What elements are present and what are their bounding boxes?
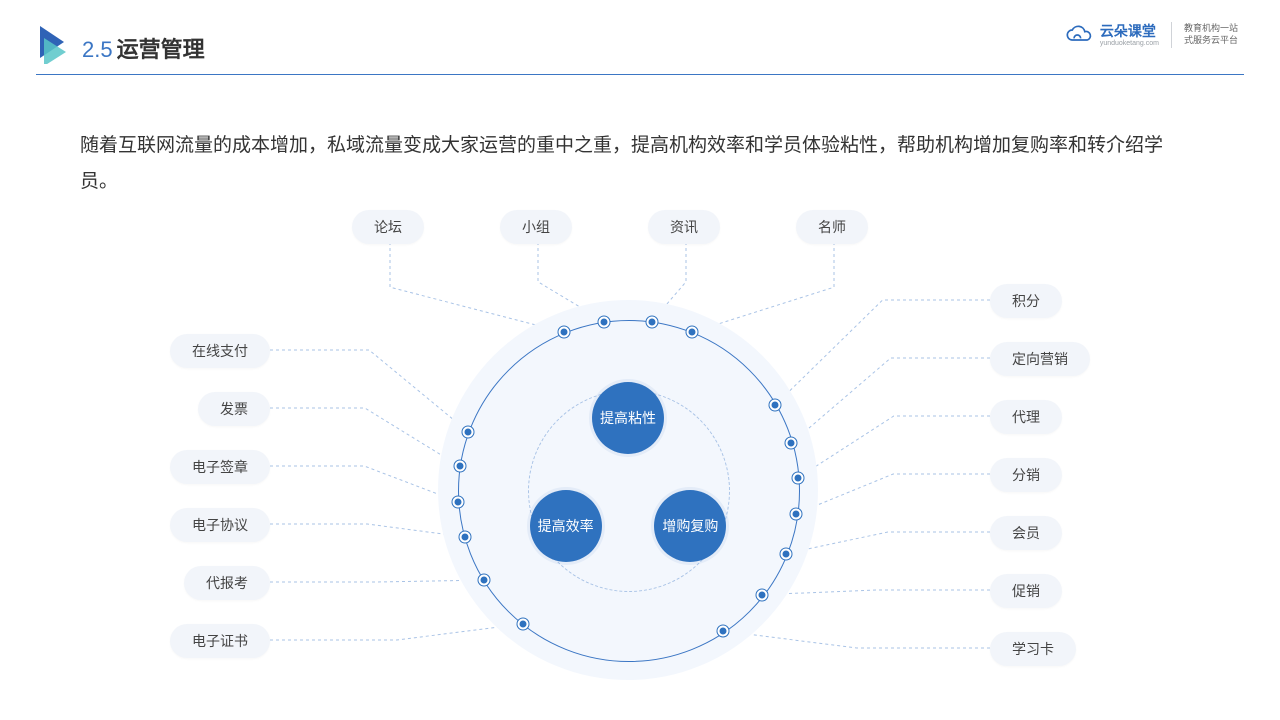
ring-dot [463,426,474,437]
pill-group: 小组 [500,210,572,244]
hub-sticky: 提高粘性 [592,382,664,454]
pill-card: 学习卡 [990,632,1076,666]
brand-logo: 云朵课堂 yunduoketang.com 教育机构一站 式服务云平台 [1064,22,1238,48]
logo-tag-line1: 教育机构一站 [1184,23,1238,35]
ring-dot [792,473,803,484]
ring-dot [518,618,529,629]
section-title-bar: 2.5 运营管理 [36,32,1244,75]
pill-sign: 电子签章 [170,450,270,484]
intro-paragraph: 随着互联网流量的成本增加，私域流量变成大家运营的重中之重，提高机构效率和学员体验… [80,128,1200,200]
ring-dot [478,575,489,586]
ring-dot [791,508,802,519]
ring-dot [646,316,657,327]
cloud-icon [1064,24,1094,46]
ring-dot [786,438,797,449]
section-number: 2.5 [82,37,113,63]
section-title: 运营管理 [117,32,205,64]
pill-pay: 在线支付 [170,334,270,368]
pill-teacher: 名师 [796,210,868,244]
pill-dist: 分销 [990,458,1062,492]
pill-exam: 代报考 [184,566,270,600]
pill-forum: 论坛 [352,210,424,244]
pill-points: 积分 [990,284,1062,318]
pill-cert: 电子证书 [170,624,270,658]
hub-eff: 提高效率 [530,490,602,562]
hub-repeat: 增购复购 [654,490,726,562]
ring-dot [559,327,570,338]
pill-promo: 促销 [990,574,1062,608]
pill-member: 会员 [990,516,1062,550]
pill-agree: 电子协议 [170,508,270,542]
logo-tag-line2: 式服务云平台 [1184,35,1238,47]
pill-news: 资讯 [648,210,720,244]
ring-dot [459,531,470,542]
logo-url: yunduoketang.com [1100,40,1159,47]
ring-dot [770,400,781,411]
pill-agent: 代理 [990,400,1062,434]
operations-diagram: 提高粘性提高效率增购复购 论坛 小组 资讯 名师在线支付发票电子签章电子协议代报考电子证… [0,200,1280,720]
ring-dot [599,316,610,327]
ring-dot [718,625,729,636]
pill-target: 定向营销 [990,342,1090,376]
pill-invoice: 发票 [198,392,270,426]
logo-brand: 云朵课堂 [1100,24,1159,38]
ring-dot [454,461,465,472]
ring-dot [780,548,791,559]
ring-dot [756,589,767,600]
ring-dot [686,327,697,338]
ring-dot [453,496,464,507]
